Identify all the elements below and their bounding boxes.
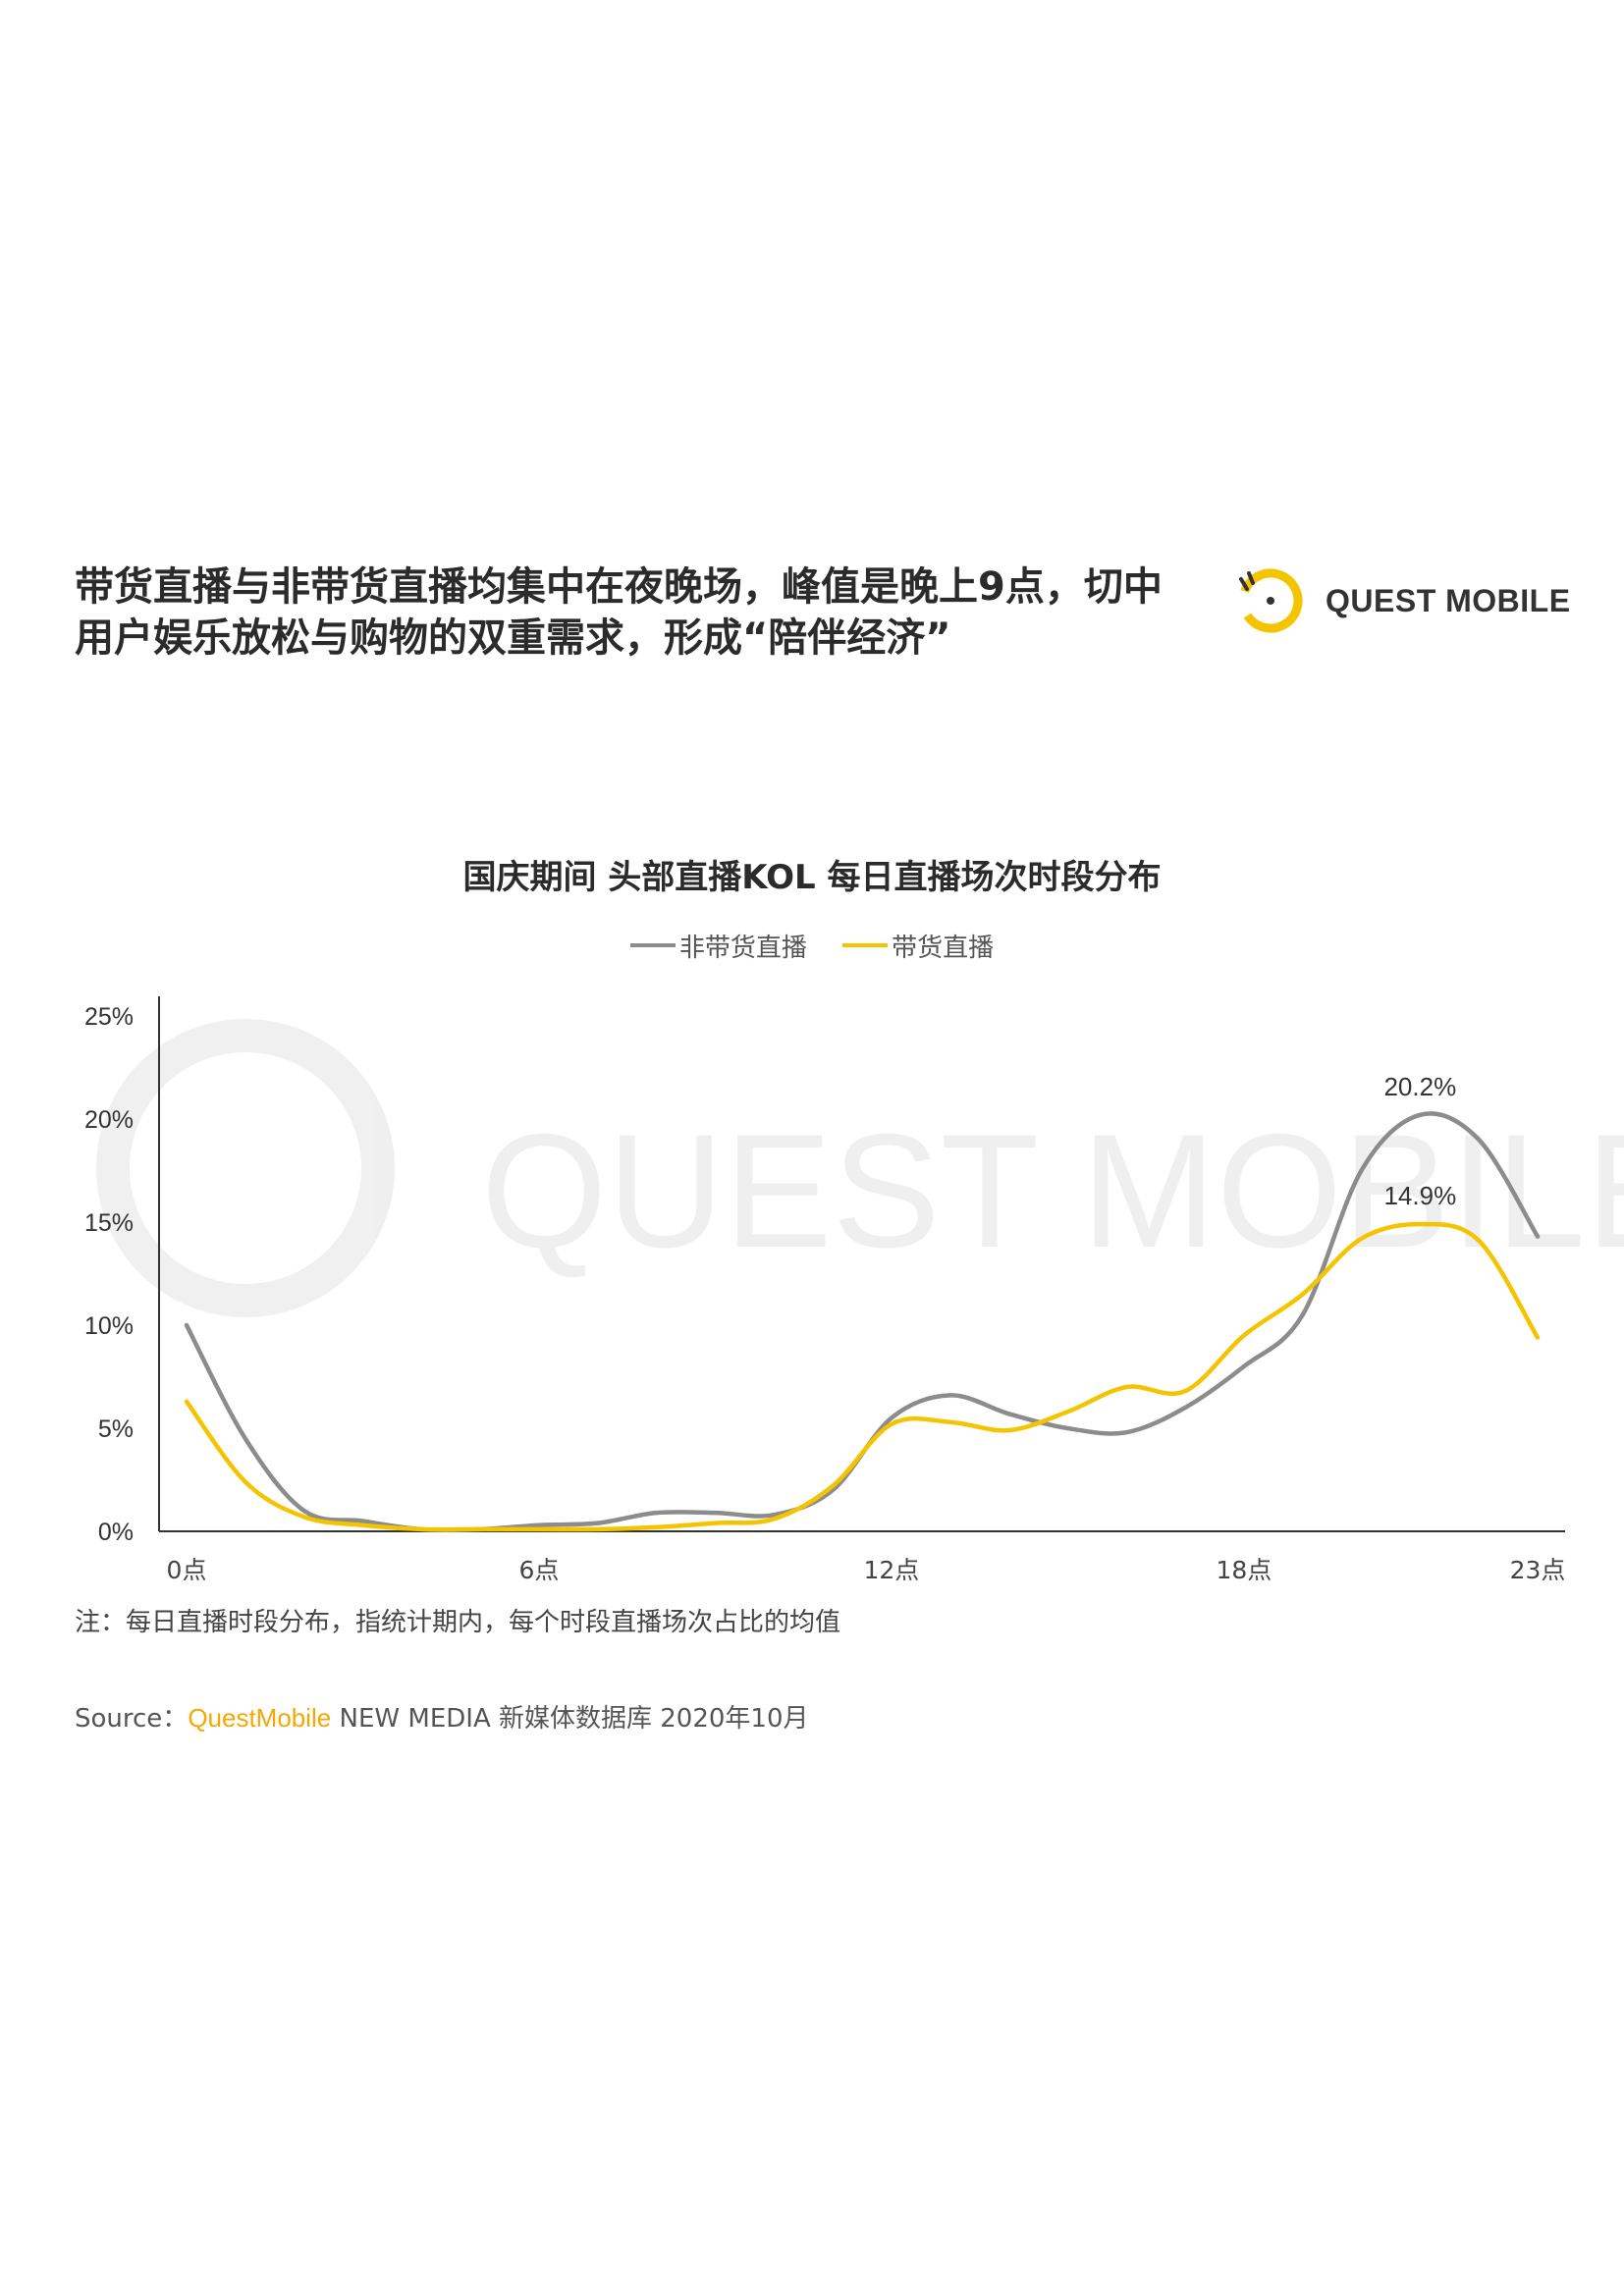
source-rest: NEW MEDIA 新媒体数据库 2020年10月: [331, 1704, 809, 1734]
legend-swatch-series-2: [842, 943, 889, 947]
chart-title: 国庆期间 头部直播KOL 每日直播场次时段分布: [462, 858, 1162, 897]
legend-label-series-1: 非带货直播: [678, 933, 807, 963]
source-line: Source：QuestMobile NEW MEDIA 新媒体数据库 2020…: [75, 1698, 809, 1735]
headline-line-1: 带货直播与非带货直播均集中在夜晚场，峰值是晚上9点，切中: [75, 564, 1163, 610]
watermark-logo-icon: [96, 1019, 395, 1317]
headline: 带货直播与非带货直播均集中在夜晚场，峰值是晚上9点，切中 用户娱乐放松与购物的双…: [75, 561, 1214, 664]
x-tick-label: 6点: [519, 1556, 560, 1584]
headline-line-2: 用户娱乐放松与购物的双重需求，形成“陪伴经济”: [75, 615, 951, 661]
y-tick-label: 10%: [84, 1312, 134, 1340]
data-label: 20.2%: [1383, 1072, 1456, 1101]
y-tick-label: 5%: [98, 1415, 134, 1443]
y-tick-label: 20%: [84, 1106, 134, 1134]
quest-mobile-logo: QUEST MOBILE: [1227, 561, 1570, 640]
x-tick-label: 18点: [1216, 1556, 1272, 1584]
y-tick-label: 25%: [84, 1003, 134, 1031]
chart-note: 注：每日直播时段分布，指统计期内，每个时段直播场次占比的均值: [75, 1608, 841, 1637]
legend-swatch-series-1: [629, 943, 676, 947]
chart-legend: 非带货直播 带货直播: [0, 925, 1624, 964]
logo-text: QUEST MOBILE: [1326, 583, 1571, 618]
y-tick-label: 15%: [84, 1209, 134, 1237]
watermark: QUEST MOBILE: [96, 1019, 1624, 1317]
line-chart: QUEST MOBILE 0% 5% 10% 15% 20% 25% 0点 6点 12点 18点 23…: [84, 996, 1624, 1584]
data-label: 14.9%: [1383, 1181, 1456, 1210]
watermark-text: QUEST MOBILE: [481, 1100, 1624, 1281]
quest-mobile-logo-icon: [1238, 568, 1303, 633]
x-tick-label: 23点: [1510, 1556, 1566, 1584]
legend-label-series-2: 带货直播: [892, 933, 995, 963]
source-prefix: Source：: [75, 1704, 189, 1734]
y-tick-label: 0%: [98, 1519, 134, 1546]
legend-item-series-2: 带货直播: [842, 928, 994, 964]
x-tick-label: 12点: [864, 1556, 920, 1584]
legend-item-series-1: 非带货直播: [629, 928, 807, 964]
source-brand: QuestMobile: [188, 1703, 332, 1733]
series-line-2: [184, 1221, 1541, 1532]
x-tick-label: 0点: [167, 1556, 207, 1584]
